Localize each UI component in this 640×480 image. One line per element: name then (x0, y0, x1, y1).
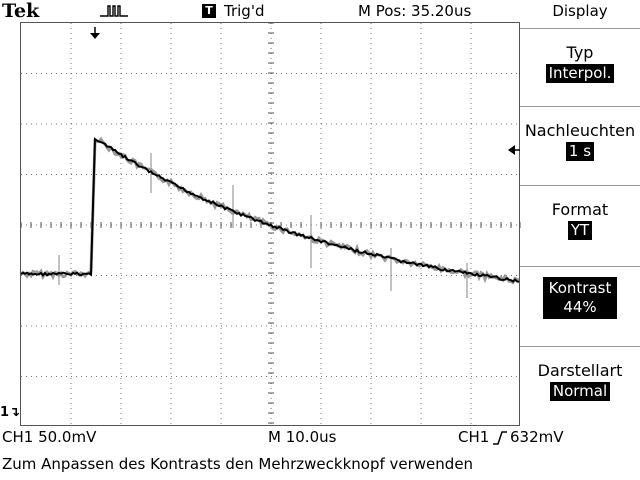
menu-item-value: Normal (549, 382, 611, 401)
menu-title: Display (552, 2, 608, 20)
trigger-source: CH1 (458, 428, 490, 446)
menu-item-typ[interactable]: Typ Interpol. (520, 28, 640, 108)
persistence-trace (21, 136, 520, 285)
top-status-bar: Tek T Trig'd M Pos: 35.20us (0, 0, 520, 22)
menu-item-value: 1 s (565, 142, 595, 161)
trigger-position-marker-icon (89, 26, 101, 45)
menu-item-label: Darstellart (537, 361, 623, 380)
selected-highlight: Kontrast 44% (543, 277, 617, 319)
rising-edge-icon (492, 430, 508, 450)
menu-item-format[interactable]: Format YT (520, 185, 640, 265)
scale-status-bar: CH1 50.0mV M 10.0us CH1 632mV (2, 428, 582, 448)
menu-item-kontrast[interactable]: Kontrast 44% (520, 266, 640, 346)
menu-item-label: Kontrast (548, 279, 612, 297)
ch1-scale: CH1 50.0mV (2, 428, 97, 446)
menu-item-value: 44% (560, 298, 600, 317)
ch1-waveform (21, 137, 520, 283)
acquisition-pulse-icon (100, 3, 130, 23)
noise-spikes (58, 153, 468, 298)
side-menu: Display Typ Interpol. Nachleuchten 1 s F… (520, 0, 640, 430)
timebase: M 10.0us (268, 428, 337, 446)
menu-item-label: Format (551, 200, 609, 219)
trigger-level-marker-icon (508, 141, 520, 160)
brand-logo: Tek (2, 0, 40, 22)
trigger-status: Trig'd (224, 2, 265, 20)
menu-item-value: YT (567, 221, 593, 240)
menu-item-darstellart[interactable]: Darstellart Normal (520, 346, 640, 426)
channel1-ground-marker: 1↴ (0, 405, 20, 420)
graticule (21, 23, 521, 427)
channel1-ground-label: 1 (0, 405, 10, 420)
trigger-level: 632mV (510, 428, 564, 446)
menu-item-label: Typ (566, 43, 594, 62)
menu-item-nachleuchten[interactable]: Nachleuchten 1 s (520, 106, 640, 186)
ground-arrow-icon: ↴ (9, 405, 20, 420)
trigger-icon: T (202, 4, 216, 18)
help-message: Zum Anpassen des Kontrasts den Mehrzweck… (2, 455, 474, 473)
horizontal-position-readout: M Pos: 35.20us (358, 2, 472, 20)
waveform-display[interactable] (20, 22, 521, 427)
menu-item-label: Nachleuchten (524, 121, 636, 140)
menu-item-value: Interpol. (545, 64, 615, 83)
